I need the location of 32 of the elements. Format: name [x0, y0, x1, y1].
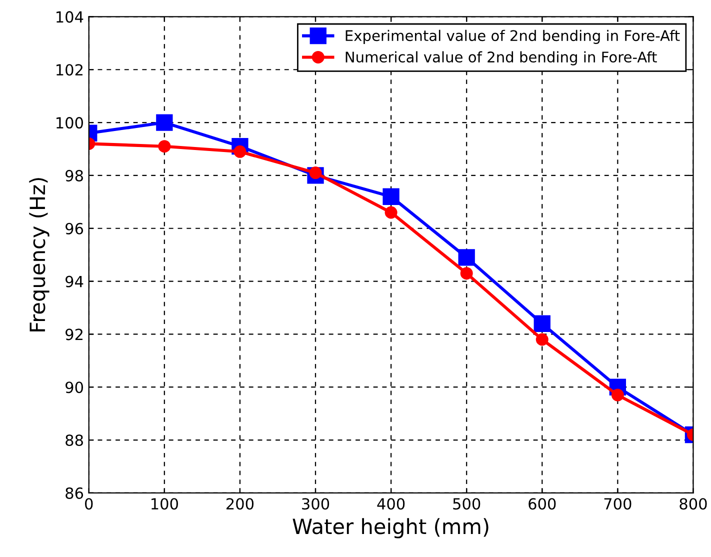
y-tick-label: 102: [56, 64, 82, 76]
legend-label: Numerical value of 2nd bending in Fore-Aft: [346, 51, 657, 66]
x-tick-label: 0: [85, 498, 93, 510]
point: [156, 114, 173, 131]
y-tick-label: 92: [66, 328, 82, 340]
point: [158, 140, 171, 153]
y-axis-title: Frequency (Hz): [29, 178, 50, 332]
y-tick-label: 100: [56, 117, 83, 129]
x-tick-label: 300: [302, 498, 330, 510]
y-tick-label: 104: [56, 11, 84, 23]
legend-label: Experimental value of 2nd bending in Fore-Aft: [346, 30, 680, 44]
y-tick-label: 86: [66, 487, 84, 499]
y-tick-label: 96: [66, 222, 84, 234]
x-tick-label: 600: [528, 498, 556, 510]
x-tick-label: 500: [453, 498, 480, 510]
point: [384, 206, 398, 219]
point: [460, 267, 473, 280]
x-axis-title: Water height (mm): [292, 518, 488, 538]
x-tick-label: 700: [604, 498, 632, 510]
x-tick-label: 100: [152, 498, 178, 510]
y-tick-label: 94: [66, 276, 84, 288]
point: [611, 388, 624, 402]
y-tick-label: 90: [66, 382, 83, 394]
x-tick-label: 200: [226, 498, 254, 510]
point: [458, 249, 475, 266]
point: [536, 333, 548, 346]
y-tick-label: 88: [66, 434, 83, 446]
y-tick-label: 98: [66, 170, 83, 182]
point: [382, 188, 400, 205]
x-tick-label: 400: [377, 498, 405, 510]
x-tick-label: 800: [680, 498, 707, 510]
point: [534, 315, 550, 332]
